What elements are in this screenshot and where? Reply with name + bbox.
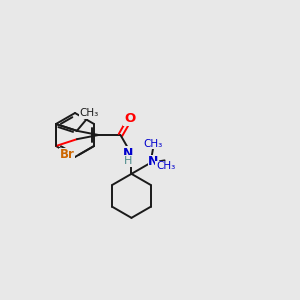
Text: O: O bbox=[124, 112, 135, 125]
Text: CH₃: CH₃ bbox=[156, 161, 175, 171]
Text: CH₃: CH₃ bbox=[80, 108, 99, 118]
Text: Br: Br bbox=[60, 148, 75, 161]
Text: N: N bbox=[148, 155, 159, 168]
Text: CH₃: CH₃ bbox=[143, 139, 163, 149]
Text: N: N bbox=[123, 147, 134, 160]
Text: H: H bbox=[124, 156, 133, 166]
